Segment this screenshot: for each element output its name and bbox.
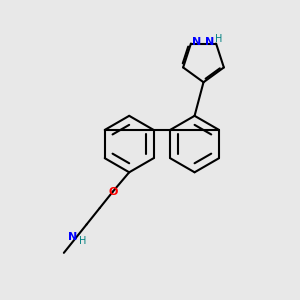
Text: N: N [192,37,202,47]
Text: H: H [215,34,223,44]
Text: N: N [205,37,214,47]
Text: O: O [108,187,118,196]
Text: H: H [79,236,87,246]
Text: N: N [68,232,78,242]
